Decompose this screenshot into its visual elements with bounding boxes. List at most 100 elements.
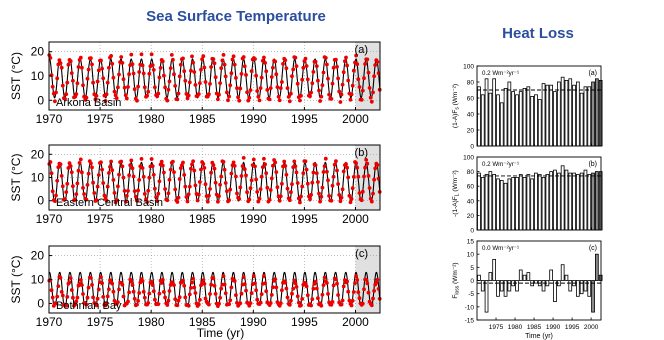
- sst-observation-point: [53, 99, 57, 104]
- sst-observation-point: [265, 88, 270, 92]
- sst-observation-point: [207, 193, 211, 198]
- sst-observation-point: [257, 196, 262, 201]
- sst-observation-point: [218, 295, 223, 300]
- sst-observation-point: [229, 71, 234, 76]
- sst-observation-point: [117, 72, 121, 77]
- sst-observation-point: [253, 57, 257, 61]
- sst-observation-point: [265, 185, 270, 190]
- heat-x-tick-label: 1990: [546, 324, 561, 331]
- sst-observation-point: [229, 171, 234, 176]
- sst-observation-point: [253, 164, 257, 169]
- sst-x-tick-label: 1985: [189, 315, 216, 329]
- heat-panel-1: 0 20 40 60 80 100 (1-A)Fs (Wm⁻²) 0.2 Wm⁻²yr⁻¹ (a…: [452, 64, 603, 151]
- heat-bar: [557, 81, 561, 147]
- sst-observation-point: [320, 185, 325, 190]
- sst-observation-point: [322, 275, 327, 280]
- sst-observation-point: [175, 97, 180, 102]
- sst-observation-point: [142, 295, 147, 300]
- sst-observation-point: [228, 83, 233, 88]
- sst-observation-point: [356, 174, 361, 179]
- sst-observation-point: [322, 164, 327, 169]
- sst-observation-point: [341, 169, 346, 174]
- heat-bar: [511, 91, 516, 147]
- sst-observation-point: [278, 194, 283, 199]
- sst-observation-point: [203, 80, 208, 84]
- sst-observation-point: [151, 289, 156, 294]
- sst-observation-point: [373, 63, 378, 67]
- sst-observation-point: [228, 187, 233, 192]
- sst-observation-point: [86, 285, 91, 290]
- sst-observation-point: [362, 287, 366, 292]
- sst-observation-point: [189, 286, 193, 290]
- sst-observation-point: [147, 71, 152, 76]
- sst-observation-point: [140, 63, 145, 68]
- sst-observation-point: [294, 64, 299, 68]
- heat-panel-3: -15 -10 -5 0 5 10 15 1975 1980 1985 1990 1995 2000 Fl…: [452, 239, 603, 331]
- sst-observation-point: [346, 175, 351, 180]
- sst-observation-point: [248, 186, 253, 191]
- sst-observation-point: [95, 184, 100, 189]
- sst-observation-point: [356, 290, 361, 295]
- sst-observation-point: [49, 171, 54, 176]
- sst-observation-point: [105, 80, 110, 85]
- sst-observation-point: [366, 70, 371, 75]
- heat-bar: [507, 280, 512, 292]
- sst-observation-point: [278, 86, 283, 90]
- sst-observation-point: [76, 168, 81, 173]
- sst-x-tick-label: 2000: [342, 315, 369, 329]
- sst-observation-point: [260, 165, 265, 170]
- sst-observation-point: [231, 54, 236, 59]
- sst-observation-point: [217, 194, 221, 199]
- sst-y-tick-label: 10: [31, 171, 45, 185]
- sst-observation-point: [99, 160, 103, 165]
- sst-observation-point: [186, 303, 191, 308]
- sst-observation-point: [355, 165, 360, 170]
- sst-observation-point: [116, 300, 120, 304]
- sst-observation-point: [137, 70, 142, 74]
- heat-bar: [522, 176, 527, 231]
- sst-observation-point: [76, 65, 81, 69]
- sst-observation-point: [199, 167, 203, 172]
- sst-observation-point: [262, 156, 266, 161]
- sst-observation-point: [259, 174, 264, 179]
- sst-observation-point: [96, 287, 101, 292]
- heat-bar: [541, 280, 546, 292]
- sst-observation-point: [248, 301, 253, 305]
- heat-bar: [499, 102, 504, 147]
- sst-observation-point: [104, 92, 109, 97]
- sst-observation-point: [273, 59, 278, 64]
- sst-observation-point: [171, 159, 175, 164]
- sst-observation-point: [239, 72, 244, 76]
- sst-observation-point: [273, 160, 278, 165]
- sst-observation-point: [251, 274, 256, 279]
- sst-observation-point: [245, 190, 250, 195]
- sst-observation-point: [218, 182, 223, 187]
- sst-observation-point: [301, 171, 306, 176]
- sst-y-tick-label: 0: [37, 194, 44, 208]
- sst-observation-point: [85, 183, 90, 187]
- heat-panel-2: 0 20 40 60 80 100 -(1-A)FL (Wm⁻²) 0.2 Wm⁻²yr⁻¹ (…: [452, 155, 603, 235]
- sst-observation-point: [369, 303, 374, 308]
- sst-observation-point: [99, 275, 103, 279]
- sst-observation-point: [230, 57, 235, 62]
- sst-observation-point: [94, 303, 99, 308]
- sst-observation-point: [334, 57, 338, 62]
- sst-observation-point: [221, 274, 226, 279]
- sst-observation-point: [293, 55, 298, 60]
- sst-observation-point: [232, 164, 237, 168]
- sst-observation-point: [232, 279, 237, 283]
- heat-y-axis-label-sub: L: [455, 193, 461, 196]
- sst-observation-point: [122, 85, 127, 90]
- heat-bar: [488, 272, 493, 281]
- sst-observation-point: [129, 158, 134, 163]
- heat-bar: [526, 174, 531, 231]
- sst-observation-point: [191, 60, 196, 65]
- sst-observation-point: [305, 77, 310, 82]
- sst-observation-point: [168, 167, 173, 172]
- sst-observation-point: [203, 182, 208, 187]
- sst-observation-point: [244, 173, 248, 178]
- sst-observation-point: [96, 68, 101, 73]
- sst-observation-point: [217, 92, 221, 97]
- heat-bar: [496, 178, 500, 231]
- heat-bar: [583, 86, 588, 147]
